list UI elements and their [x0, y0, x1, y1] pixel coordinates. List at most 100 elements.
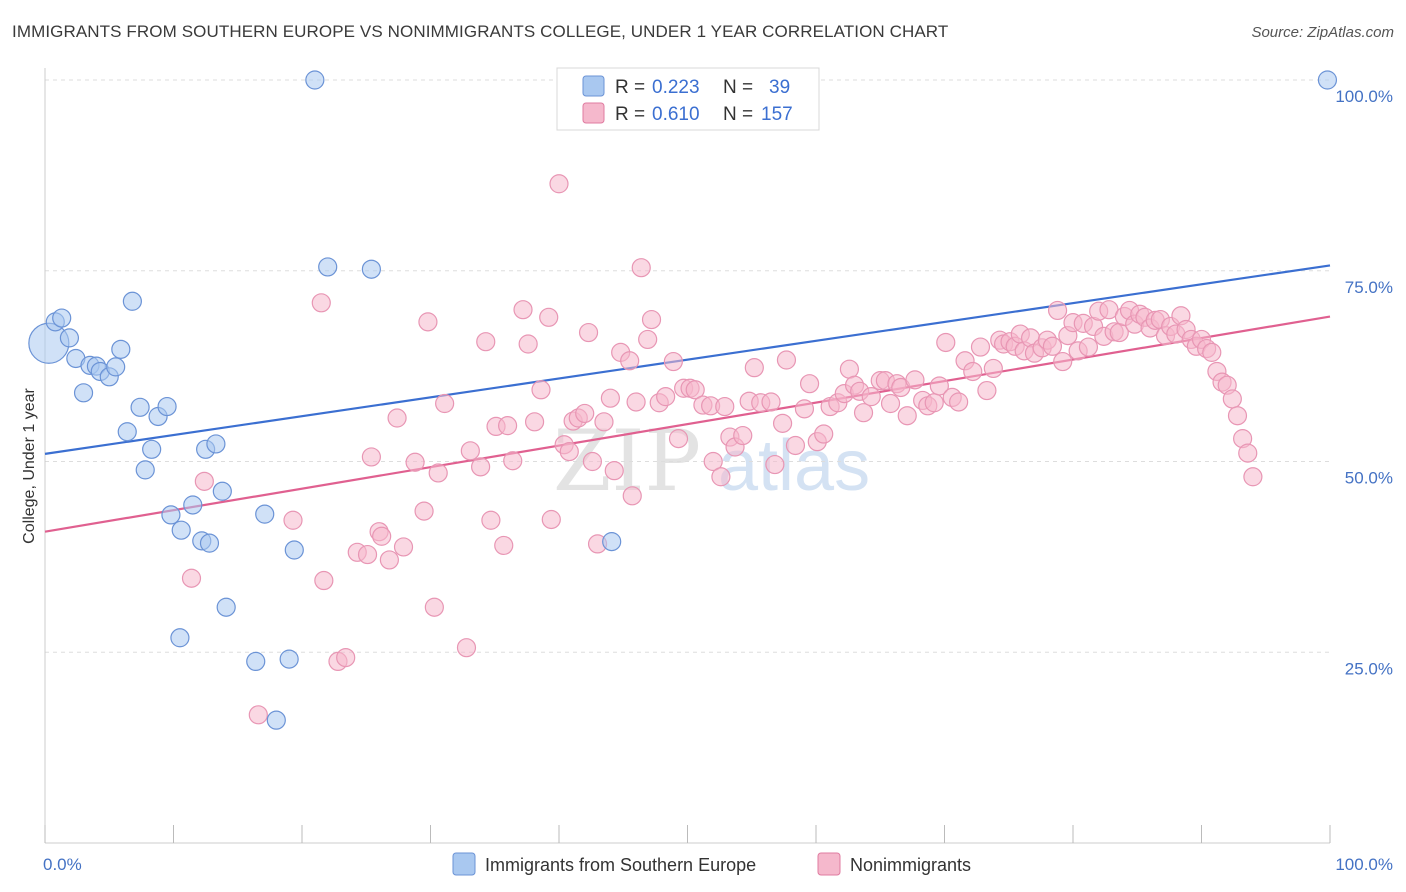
point-nonimmigrants: [393, 537, 414, 557]
y-axis-label: College, Under 1 year: [21, 388, 38, 544]
point-nonimmigrants: [578, 322, 599, 343]
trend-line-immigrants: [44, 264, 1331, 455]
point-immigrants: [305, 70, 325, 90]
point-nonimmigrants: [600, 388, 621, 408]
point-nonimmigrants: [641, 309, 662, 330]
series-name-nonimmigrants: Nonimmigrants: [850, 855, 971, 875]
point-nonimmigrants: [963, 361, 983, 382]
point-nonimmigrants: [983, 358, 1003, 379]
point-nonimmigrants: [733, 425, 753, 446]
legend-r-label: R =: [615, 77, 645, 98]
point-nonimmigrants: [765, 454, 785, 475]
point-nonimmigrants: [626, 392, 646, 412]
point-nonimmigrants: [772, 413, 793, 433]
point-immigrants: [171, 520, 191, 540]
point-nonimmigrants: [794, 399, 815, 419]
point-nonimmigrants: [668, 429, 689, 449]
point-nonimmigrants: [498, 416, 518, 436]
point-immigrants: [216, 597, 236, 617]
point-nonimmigrants: [977, 380, 997, 401]
x-tick-labels: 0.0% 100.0%: [43, 855, 1393, 874]
point-immigrants: [266, 710, 286, 730]
point-nonimmigrants: [518, 334, 538, 354]
point-immigrants: [122, 291, 142, 311]
series-name-immigrants: Immigrants from Southern Europe: [485, 855, 756, 875]
point-nonimmigrants: [531, 380, 551, 400]
point-immigrants: [1317, 70, 1338, 90]
point-nonimmigrants: [503, 451, 523, 471]
point-immigrants: [170, 628, 190, 648]
point-nonimmigrants: [711, 467, 731, 487]
point-nonimmigrants: [853, 403, 874, 423]
point-nonimmigrants: [524, 412, 545, 432]
legend-n-value: 39: [769, 77, 790, 98]
point-nonimmigrants: [414, 501, 434, 521]
point-nonimmigrants: [1238, 443, 1258, 463]
point-nonimmigrants: [1078, 337, 1099, 357]
point-nonimmigrants: [839, 359, 860, 379]
legend: R = 0.223 N = 39 R = 0.610 N = 157: [556, 67, 820, 131]
point-nonimmigrants: [1047, 300, 1068, 321]
point-immigrants: [246, 651, 266, 672]
point-nonimmigrants: [405, 452, 425, 472]
point-nonimmigrants: [541, 509, 561, 530]
point-nonimmigrants: [194, 471, 214, 491]
point-nonimmigrants: [418, 312, 438, 332]
point-immigrants: [206, 434, 226, 454]
point-nonimmigrants: [428, 463, 448, 483]
point-nonimmigrants: [905, 370, 925, 390]
point-nonimmigrants: [656, 387, 676, 407]
point-nonimmigrants: [936, 332, 956, 353]
point-nonimmigrants: [357, 544, 378, 565]
point-nonimmigrants: [471, 457, 491, 477]
point-nonimmigrants: [604, 461, 624, 481]
legend-n-label: N =: [723, 77, 753, 98]
point-nonimmigrants: [761, 392, 781, 412]
point-immigrants: [183, 495, 203, 515]
point-nonimmigrants: [361, 447, 381, 467]
series-swatch-blue: [452, 852, 476, 876]
point-nonimmigrants: [1222, 389, 1242, 409]
point-nonimmigrants: [880, 393, 901, 414]
point-nonimmigrants: [424, 597, 444, 617]
legend-n-value: 157: [761, 104, 793, 125]
point-immigrants: [52, 308, 72, 328]
point-nonimmigrants: [949, 392, 969, 412]
point-nonimmigrants: [549, 174, 569, 194]
point-nonimmigrants: [929, 376, 949, 396]
point-nonimmigrants: [481, 510, 501, 530]
point-nonimmigrants: [181, 568, 202, 588]
point-nonimmigrants: [924, 393, 944, 413]
y-tick-label: 50.0%: [1345, 469, 1393, 488]
point-nonimmigrants: [1202, 342, 1222, 362]
point-nonimmigrants: [1053, 351, 1073, 372]
point-nonimmigrants: [744, 358, 764, 378]
point-nonimmigrants: [559, 441, 579, 462]
series-swatch-pink: [817, 852, 841, 876]
point-immigrants: [361, 259, 381, 279]
point-nonimmigrants: [336, 647, 356, 668]
point-immigrants: [73, 383, 94, 403]
point-immigrants: [212, 481, 232, 501]
point-nonimmigrants: [435, 393, 455, 414]
point-nonimmigrants: [814, 424, 834, 444]
point-nonimmigrants: [283, 510, 303, 530]
y-tick-label: 75.0%: [1345, 278, 1393, 297]
legend-r-label: R =: [615, 104, 645, 125]
point-nonimmigrants: [622, 486, 642, 506]
point-nonimmigrants: [1227, 406, 1248, 426]
point-nonimmigrants: [897, 406, 917, 426]
y-tick-labels: 25.0% 50.0% 75.0% 100.0%: [1335, 87, 1393, 678]
point-immigrants: [135, 460, 155, 480]
point-nonimmigrants: [314, 570, 334, 591]
point-nonimmigrants: [594, 412, 614, 432]
point-immigrants: [284, 540, 304, 560]
point-immigrants: [130, 397, 150, 417]
point-nonimmigrants: [638, 329, 658, 350]
point-nonimmigrants: [785, 435, 806, 456]
legend-r-value: 0.610: [652, 104, 700, 125]
point-nonimmigrants: [703, 451, 723, 472]
point-nonimmigrants: [575, 403, 595, 424]
point-nonimmigrants: [620, 351, 640, 371]
point-immigrants: [318, 257, 338, 277]
